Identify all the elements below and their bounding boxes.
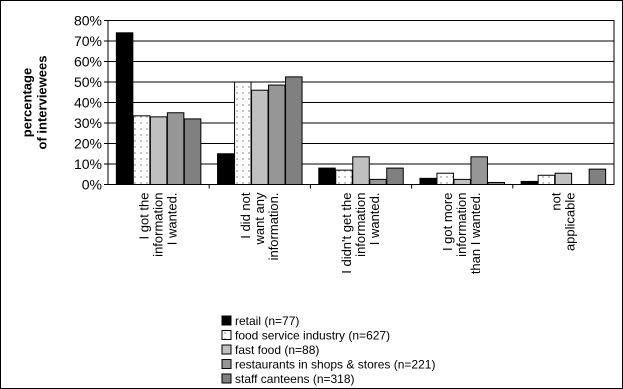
legend-swatch	[221, 373, 232, 384]
bar	[436, 172, 454, 186]
x-category-label-line: applicable	[562, 193, 577, 252]
y-axis-title-line: of interviewees	[35, 56, 50, 150]
bar	[352, 156, 370, 185]
x-category-label-line: I wanted.	[165, 193, 180, 246]
legend-swatch	[221, 330, 232, 340]
x-category-label-line: I got the	[137, 193, 152, 240]
legend-swatch	[221, 359, 232, 369]
x-category-label: I got the information I wanted.	[137, 193, 180, 257]
y-tick-label: 0%	[82, 177, 102, 193]
x-category-label: not applicable	[548, 192, 577, 251]
x-category-label-line: information.	[266, 193, 281, 261]
legend-swatch	[221, 344, 232, 355]
x-category-label-line: information	[353, 193, 368, 257]
bar	[149, 116, 168, 185]
x-category-label: I got more information than I wanted.	[440, 193, 483, 275]
y-tick-label: 40%	[74, 95, 102, 111]
bar	[554, 172, 573, 186]
x-category-label-line: not	[548, 192, 563, 210]
bar	[318, 167, 336, 186]
legend-label: food service industry (n=627)	[235, 329, 390, 343]
bar	[453, 178, 471, 185]
x-category-label-line: information	[454, 193, 469, 257]
bar	[285, 76, 303, 185]
y-tick-label: 30%	[74, 115, 102, 131]
y-tick-label: 60%	[74, 54, 102, 70]
x-category-label-line: want any	[252, 192, 267, 246]
bar	[217, 153, 235, 185]
x-category-label: I didn't get the information I wanted.	[339, 193, 382, 274]
y-axis-title: percentageof interviewees	[20, 56, 50, 150]
bar	[115, 32, 134, 185]
x-category-label-line: I wanted.	[367, 193, 382, 246]
x-category-label-line: information	[151, 193, 166, 257]
y-tick-label: 50%	[74, 74, 102, 90]
bar	[166, 112, 185, 185]
bars	[115, 32, 607, 186]
bar	[419, 177, 437, 186]
x-category-label-line: I didn't get the	[339, 193, 354, 274]
legend-label: staff canteens (n=318)	[235, 372, 355, 386]
bar	[537, 174, 556, 185]
bar	[335, 169, 353, 185]
legend-label: retail (n=77)	[235, 314, 299, 328]
y-axis-title-line: percentage	[20, 68, 35, 137]
bar	[251, 89, 269, 185]
y-tick-label: 20%	[74, 136, 102, 152]
bar	[183, 118, 202, 185]
x-category-label-line: I did not	[238, 192, 253, 239]
y-tick-label: 10%	[74, 156, 102, 172]
x-category-label-line: I got more	[440, 193, 455, 252]
legend-label: restaurants in shops & stores (n=221)	[235, 358, 435, 372]
bar	[369, 178, 387, 185]
bar	[588, 168, 607, 185]
y-axis-ticks: 0% 10% 20% 30% 40% 50% 60% 70% 80%	[74, 13, 108, 193]
y-tick-label: 80%	[74, 13, 102, 29]
bar	[470, 156, 488, 185]
legend: retail (n=77)food service industry (n=62…	[221, 314, 435, 386]
legend-swatch	[221, 315, 232, 326]
bar	[234, 81, 252, 185]
x-axis-labels: I got the information I wanted. I did notwa…	[137, 192, 578, 274]
bar	[268, 84, 286, 185]
x-category-label-line: than I wanted.	[468, 193, 483, 275]
legend-label: fast food (n=88)	[235, 343, 319, 357]
bar	[386, 167, 404, 186]
y-tick-label: 70%	[74, 33, 102, 49]
bar	[132, 115, 151, 185]
